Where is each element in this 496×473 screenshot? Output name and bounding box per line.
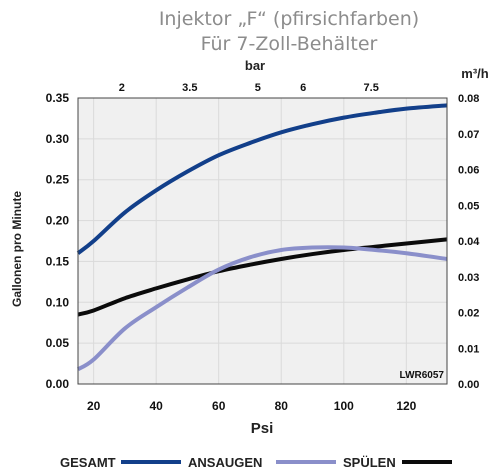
y2-tick-label: 0.06: [458, 165, 479, 177]
legend-label-spuelen: SPÜLEN: [343, 455, 396, 470]
x-tick-label: 120: [396, 399, 416, 413]
series-layer: [76, 103, 448, 372]
y-tick-label: 0.35: [46, 91, 70, 105]
y-tick-label: 0.15: [46, 254, 70, 268]
x-tick-label: 60: [212, 399, 226, 413]
y2-tick-label: 0.01: [458, 343, 479, 355]
y-ticks: 0.00 0.05 0.10 0.15 0.20 0.25 0.30 0.35: [46, 91, 70, 391]
chart-code: LWR6057: [400, 370, 445, 381]
y2-tick-label: 0.07: [458, 129, 479, 141]
series-line-spuelen: [77, 237, 448, 317]
y-tick-label: 0.30: [46, 132, 70, 146]
x-ticks: 20 40 60 80 100 120: [87, 399, 417, 413]
plot-frame: [77, 97, 448, 385]
x2-tick-label: 2: [119, 82, 125, 94]
chart-title: Injektor „F“ (pfirsichfarben): [159, 8, 419, 30]
series-line-ansaugen: [76, 245, 448, 372]
x-tick-label: 40: [149, 399, 163, 413]
y-tick-label: 0.00: [46, 377, 70, 391]
y2-tick-label: 0.05: [458, 200, 479, 212]
x2-tick-label: 3.5: [182, 82, 197, 94]
x-tick-label: 80: [275, 399, 289, 413]
x2-ticks: 2 3.5 5 6 7.5: [119, 82, 379, 94]
x-tick-label: 20: [87, 399, 101, 413]
y2-tick-label: 0.00: [458, 379, 479, 391]
y2-tick-label: 0.04: [458, 236, 480, 248]
y2-ticks: 0.00 0.01 0.02 0.03 0.04 0.05 0.06 0.07 0.08: [458, 93, 480, 391]
series-line-gesamt: [76, 103, 448, 255]
legend-label-ansaugen: ANSAUGEN: [188, 455, 262, 470]
chart-subtitle: Für 7-Zoll-Behälter: [201, 33, 378, 55]
x2-axis-label: bar: [245, 58, 265, 73]
y-tick-label: 0.05: [46, 336, 70, 350]
legend-label-gesamt: GESAMT: [60, 455, 116, 470]
y2-tick-label: 0.02: [458, 308, 479, 320]
x2-tick-label: 6: [300, 82, 306, 94]
y2-axis-label: m³/h: [461, 66, 489, 81]
y2-tick-label: 0.08: [458, 93, 479, 105]
y2-tick-label: 0.03: [458, 272, 479, 284]
y-tick-label: 0.10: [46, 295, 70, 309]
x2-tick-label: 7.5: [364, 82, 379, 94]
plot-area: [78, 98, 447, 384]
y-tick-label: 0.20: [46, 214, 70, 228]
y-axis-label: Gallonen pro Minute: [10, 191, 24, 307]
x-axis-label: Psi: [251, 420, 274, 437]
y-tick-label: 0.25: [46, 173, 70, 187]
legend: GESAMT ANSAUGEN SPÜLEN: [60, 455, 452, 470]
x2-tick-label: 5: [255, 82, 261, 94]
x-tick-label: 100: [334, 399, 354, 413]
